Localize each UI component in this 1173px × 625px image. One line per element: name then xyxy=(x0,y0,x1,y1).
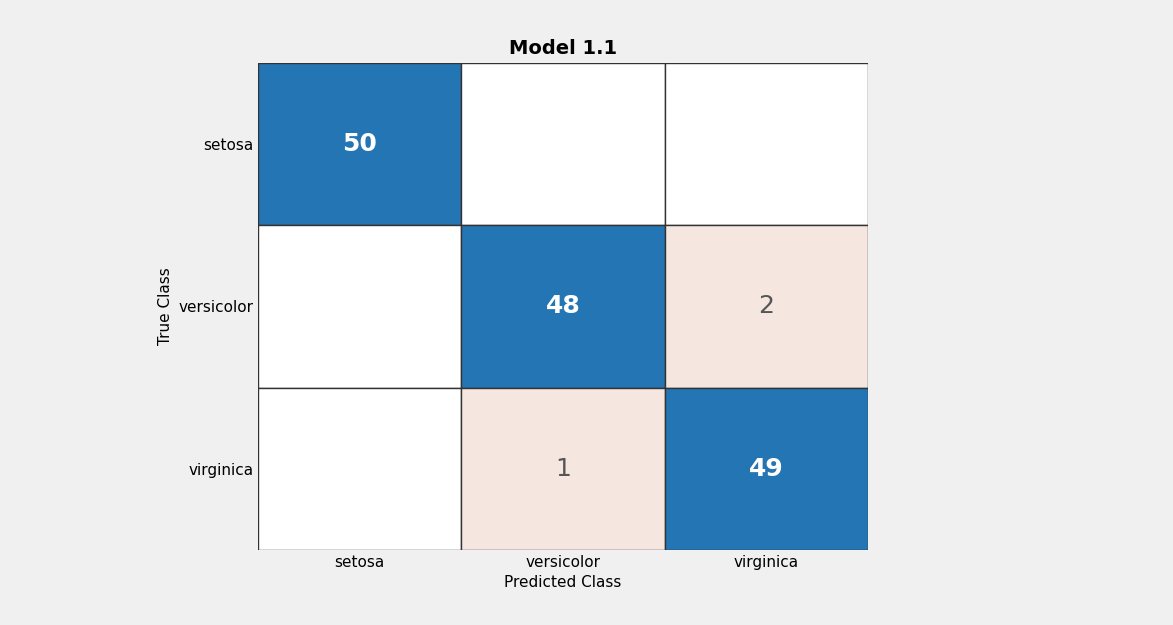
Text: 1: 1 xyxy=(555,457,571,481)
Bar xyxy=(461,388,665,550)
X-axis label: Predicted Class: Predicted Class xyxy=(504,576,622,591)
Text: 2: 2 xyxy=(759,294,774,318)
Bar xyxy=(665,225,868,388)
Bar xyxy=(665,388,868,550)
Bar xyxy=(258,225,461,388)
Text: 49: 49 xyxy=(750,457,784,481)
Bar xyxy=(461,225,665,388)
Bar xyxy=(258,388,461,550)
Title: Model 1.1: Model 1.1 xyxy=(509,39,617,58)
Bar xyxy=(258,62,461,225)
Text: 50: 50 xyxy=(343,132,378,156)
Y-axis label: True Class: True Class xyxy=(157,268,172,345)
Bar xyxy=(665,62,868,225)
Bar xyxy=(461,62,665,225)
Text: 48: 48 xyxy=(545,294,581,318)
